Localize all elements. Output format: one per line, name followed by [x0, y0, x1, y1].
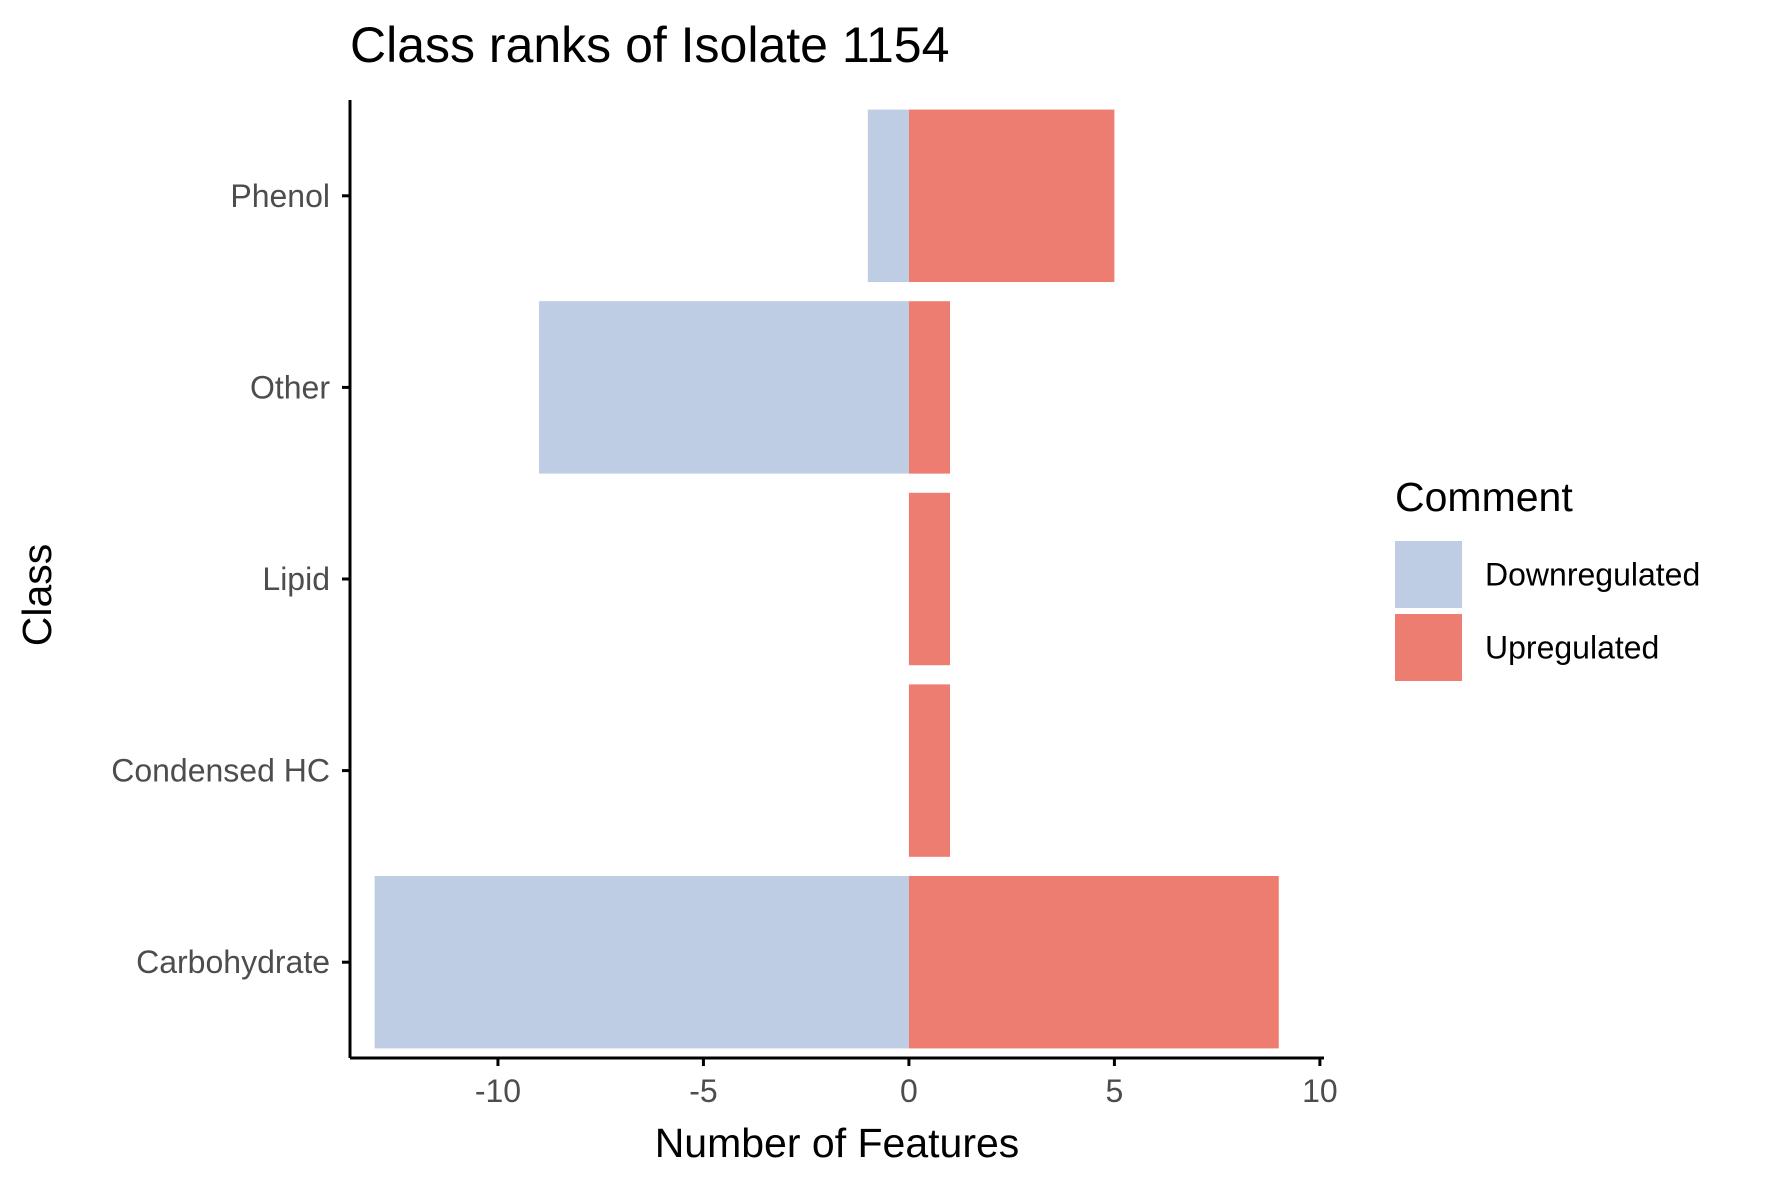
y-axis-title: Class: [14, 544, 60, 647]
bar-phenol-downregulated: [867, 109, 909, 283]
y-tick-label-condensed-hc: Condensed HC: [111, 753, 330, 789]
bar-carbohydrate-downregulated: [374, 875, 909, 1049]
legend-label-upregulated: Upregulated: [1485, 630, 1659, 666]
y-tick-label-other: Other: [250, 369, 330, 405]
y-tick-label-lipid: Lipid: [262, 561, 330, 597]
x-tick-label-10: -10: [475, 1073, 521, 1109]
x-tick-label-5: -5: [689, 1073, 717, 1109]
bar-other-upregulated: [908, 301, 951, 474]
y-axis-ticks: Phenol Other Lipid Condensed HC Carbohydrate: [111, 178, 350, 980]
y-tick-label-carbohydrate: Carbohydrate: [136, 944, 330, 980]
x-axis-title: Number of Features: [655, 1120, 1020, 1166]
legend-label-downregulated: Downregulated: [1485, 557, 1700, 593]
x-tick-label-5: 5: [1106, 1073, 1124, 1109]
x-tick-label-0: 0: [900, 1073, 918, 1109]
legend-key-upregulated: [1395, 614, 1462, 681]
legend: Comment Downregulated Upregulated: [1395, 474, 1700, 681]
bar-carbohydrate-upregulated: [908, 875, 1279, 1049]
x-tick-label-10: 10: [1302, 1073, 1338, 1109]
legend-key-downregulated: [1395, 541, 1462, 608]
bar-other-downregulated: [539, 301, 909, 474]
bars-layer: [374, 109, 1279, 1049]
chart-title: Class ranks of Isolate 1154: [350, 17, 949, 73]
bar-lipid-upregulated: [908, 492, 951, 666]
y-tick-label-phenol: Phenol: [230, 178, 330, 214]
bar-phenol-upregulated: [908, 109, 1115, 283]
x-axis-ticks: -10 -5 0 5 10: [475, 1058, 1338, 1109]
legend-title: Comment: [1395, 474, 1573, 520]
bar-condensed-hc-upregulated: [908, 684, 951, 857]
